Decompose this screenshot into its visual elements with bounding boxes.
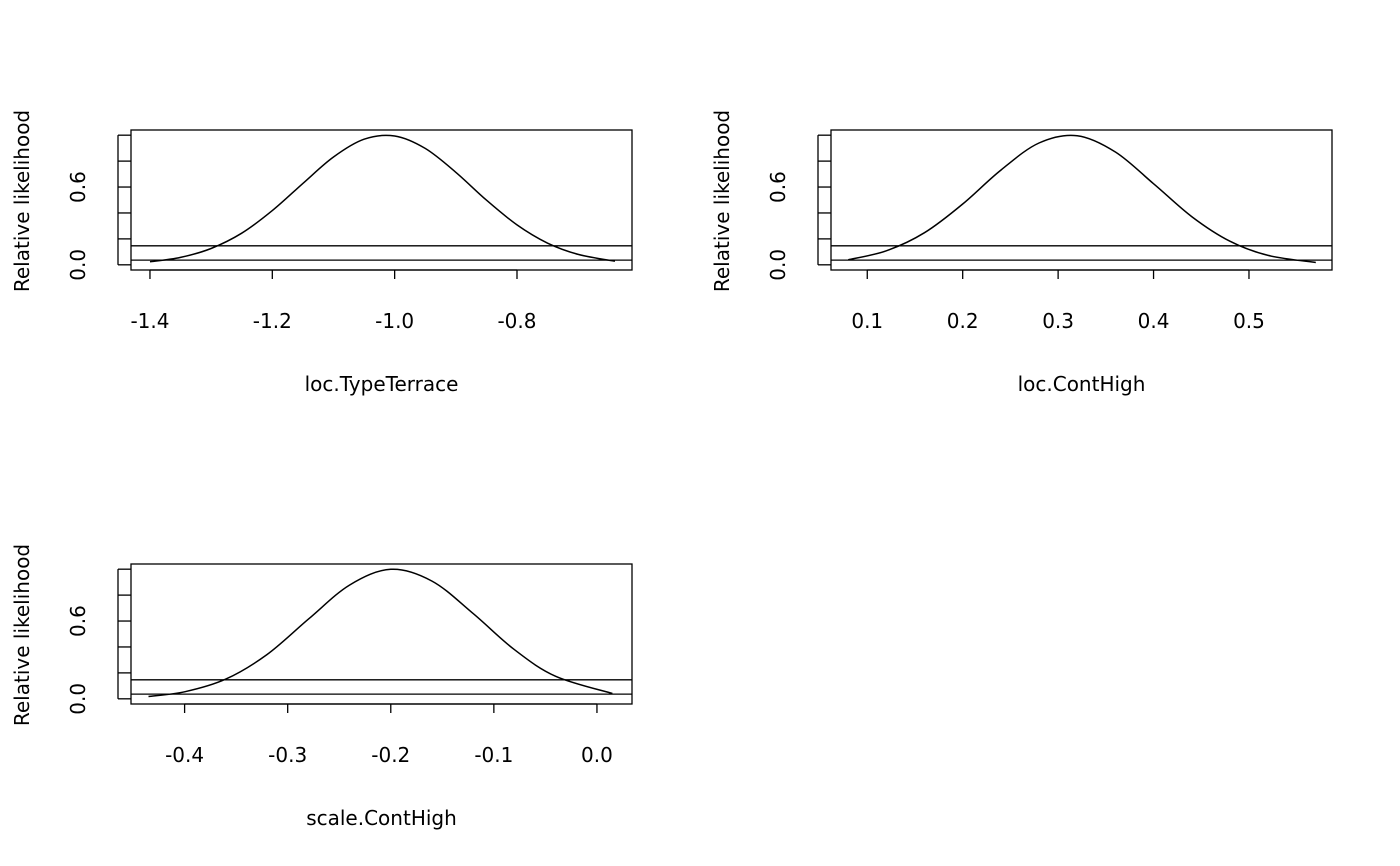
- y-tick-label: 0.6: [66, 605, 90, 637]
- y-axis-label: Relative likelihood: [710, 110, 734, 292]
- panel-loc-ContHigh: 0.1 0.2 0.3 0.4 0.5 0.0 0.6 loc.ContHigh Relativ…: [710, 110, 1333, 396]
- y-tick-label: 0.6: [766, 171, 790, 203]
- plot-frame: [130, 129, 633, 271]
- x-tick-label: 0.5: [1233, 309, 1265, 333]
- y-tick-label: 0.0: [66, 683, 90, 715]
- x-tick-label: -0.8: [497, 309, 536, 333]
- plot-frame: [130, 563, 633, 705]
- x-tick-label: -1.2: [253, 309, 292, 333]
- y-axis-label: Relative likelihood: [10, 544, 34, 726]
- x-tick-label: -0.4: [165, 743, 204, 767]
- panel-scale-ContHigh: -0.4 -0.3 -0.2 -0.1 0.0 0.0 0.6 scale.ContHigh R…: [10, 544, 633, 830]
- x-tick-label: 0.3: [1042, 309, 1074, 333]
- x-tick-label: -0.1: [474, 743, 513, 767]
- x-axis-label: loc.ContHigh: [1018, 372, 1146, 396]
- y-tick-label: 0.0: [66, 249, 90, 281]
- x-tick-label: -1.0: [375, 309, 414, 333]
- x-tick-label: -1.4: [130, 309, 169, 333]
- likelihood-curve: [148, 568, 613, 698]
- y-tick-label: 0.0: [766, 249, 790, 281]
- y-axis-label: Relative likelihood: [10, 110, 34, 292]
- x-tick-label: 0.0: [581, 743, 613, 767]
- x-tick-label: -0.3: [268, 743, 307, 767]
- likelihood-curve: [149, 134, 616, 263]
- x-tick-label: 0.1: [851, 309, 883, 333]
- x-tick-label: 0.2: [947, 309, 979, 333]
- x-tick-label: 0.4: [1138, 309, 1170, 333]
- x-axis-label: loc.TypeTerrace: [305, 372, 459, 396]
- plot-frame: [830, 129, 1333, 271]
- likelihood-curve: [848, 134, 1316, 264]
- y-tick-label: 0.6: [66, 171, 90, 203]
- x-tick-label: -0.2: [371, 743, 410, 767]
- panel-loc-TypeTerrace: -1.4 -1.2 -1.0 -0.8 0.0 0.6 loc.TypeTerrace Rel…: [10, 110, 633, 396]
- x-axis-label: scale.ContHigh: [306, 806, 457, 830]
